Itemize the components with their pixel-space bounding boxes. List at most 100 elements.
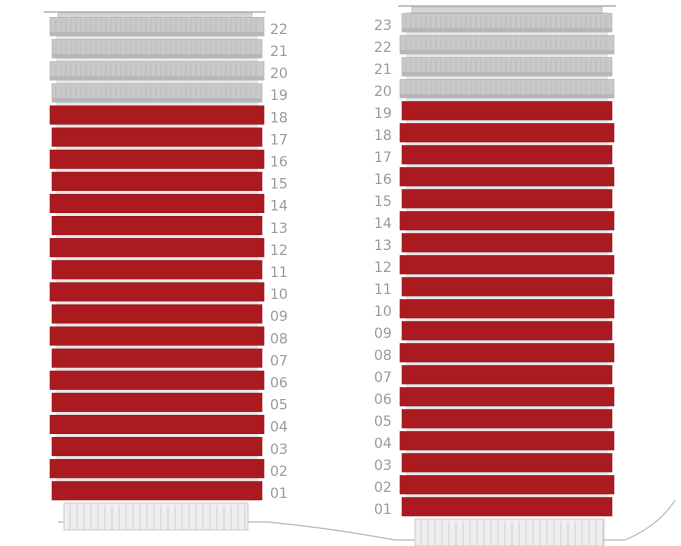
floor-number-label: 13 xyxy=(374,238,392,254)
tower-right-floor-16-highlighted xyxy=(399,167,615,187)
tower-right-floor-21 xyxy=(401,57,613,77)
tower-right-floor-15-highlighted xyxy=(401,189,613,209)
floor-slab xyxy=(49,459,265,479)
tower-left-floor-16-highlighted xyxy=(49,149,265,169)
tower-left-floor-17-highlighted xyxy=(51,127,263,147)
floor-slab xyxy=(399,343,615,363)
floor-number-label: 17 xyxy=(374,150,392,166)
floor-slab xyxy=(51,392,263,412)
floor-slab xyxy=(51,436,263,457)
tower-right-floor-04-highlighted xyxy=(399,431,615,451)
tower-left-floor-11-highlighted xyxy=(51,260,263,280)
tower-right-floor-03-highlighted xyxy=(401,453,613,473)
floor-number-label: 08 xyxy=(374,348,392,364)
tower-right-floor-13-highlighted xyxy=(401,233,613,253)
floor-band xyxy=(52,98,262,103)
tower-left-floor-05-highlighted xyxy=(51,392,263,412)
floor-slab xyxy=(49,370,265,390)
tower-right-floor-10-highlighted xyxy=(399,299,615,319)
tower-left-floor-22 xyxy=(49,17,265,37)
floor-slab xyxy=(51,216,263,236)
tower-left-floor-03-highlighted xyxy=(51,436,263,457)
tower-left-floor-07-highlighted xyxy=(51,348,263,368)
tower-right-floor-09-highlighted xyxy=(401,321,613,341)
floor-slab xyxy=(401,277,613,297)
floor-number-label: 06 xyxy=(374,392,392,408)
floor-number-label: 19 xyxy=(374,106,392,122)
floor-number-label: 03 xyxy=(270,442,288,458)
floor-number-label: 22 xyxy=(374,40,392,56)
floor-slab xyxy=(49,149,265,169)
floor-number-label: 01 xyxy=(270,486,288,502)
floor-number-label: 07 xyxy=(374,370,392,386)
tower-left-floor-08-highlighted xyxy=(49,326,265,346)
floor-slab xyxy=(399,475,615,495)
floor-slab xyxy=(51,304,263,324)
floor-band xyxy=(50,31,264,36)
floor-slab xyxy=(51,260,263,280)
floor-slab xyxy=(49,414,265,435)
floor-number-label: 11 xyxy=(270,265,288,281)
floor-number-label: 17 xyxy=(270,132,288,148)
floor-number-label: 02 xyxy=(374,480,392,496)
floor-slab xyxy=(51,127,263,147)
tower-left-floor-06-highlighted xyxy=(49,370,265,390)
floor-number-label: 01 xyxy=(374,502,392,518)
tower-right-floor-17-highlighted xyxy=(401,145,613,165)
tower-right-floor-07-highlighted xyxy=(401,365,613,385)
ground-line xyxy=(58,499,676,541)
floor-number-label: 15 xyxy=(374,194,392,210)
floor-slab xyxy=(399,167,615,187)
floor-band xyxy=(400,50,614,54)
tower-left-floor-21 xyxy=(51,39,263,59)
floor-band xyxy=(402,72,612,76)
floor-band xyxy=(52,54,262,58)
floor-number-label: 21 xyxy=(270,44,288,60)
floor-number-label: 09 xyxy=(374,326,392,342)
floor-number-label: 19 xyxy=(270,88,288,104)
floor-slab xyxy=(399,431,615,451)
floor-number-label: 14 xyxy=(270,199,288,215)
tower-left-floor-02-highlighted xyxy=(49,459,265,479)
floor-number-label: 04 xyxy=(270,420,288,436)
floor-slab xyxy=(51,348,263,368)
floor-slab xyxy=(399,255,615,275)
tower-right-floor-19-highlighted xyxy=(401,101,613,121)
tower-right-floor-05-highlighted xyxy=(401,409,613,429)
floor-number-label: 09 xyxy=(270,309,288,325)
floor-slab xyxy=(399,387,615,407)
tower-left-floor-14-highlighted xyxy=(49,193,265,213)
tower-right-floor-20 xyxy=(399,79,615,99)
tower-left-floor-19 xyxy=(51,83,263,103)
floor-number-label: 15 xyxy=(270,177,288,193)
tower-left-podium xyxy=(63,502,249,531)
floor-number-label: 05 xyxy=(270,398,288,414)
tower-left-floor-18-highlighted xyxy=(49,105,265,125)
tower-right-floor-12-highlighted xyxy=(399,255,615,275)
floor-number-label: 18 xyxy=(270,110,288,126)
floor-slab xyxy=(401,145,613,165)
tower-left-floor-12-highlighted xyxy=(49,238,265,258)
floor-number-label: 07 xyxy=(270,353,288,369)
tower-right-floor-22 xyxy=(399,35,615,55)
floor-slab xyxy=(51,171,263,191)
floor-slab xyxy=(401,321,613,341)
floor-slab xyxy=(49,238,265,258)
floor-number-label: 05 xyxy=(374,414,392,430)
floor-slab xyxy=(49,326,265,346)
floor-slab xyxy=(401,101,613,121)
floor-slab xyxy=(399,299,615,319)
floor-number-label: 12 xyxy=(270,243,288,259)
floor-number-label: 16 xyxy=(374,172,392,188)
tower-left-floor-09-highlighted xyxy=(51,304,263,324)
floor-band xyxy=(400,94,614,98)
tower-left-floor-20 xyxy=(49,61,265,81)
floor-number-label: 23 xyxy=(374,18,392,34)
tower-right-floor-02-highlighted xyxy=(399,475,615,495)
floor-slab xyxy=(49,193,265,213)
floor-number-label: 20 xyxy=(374,84,392,100)
tower-right-floor-18-highlighted xyxy=(399,123,615,143)
floor-number-label: 20 xyxy=(270,66,288,82)
